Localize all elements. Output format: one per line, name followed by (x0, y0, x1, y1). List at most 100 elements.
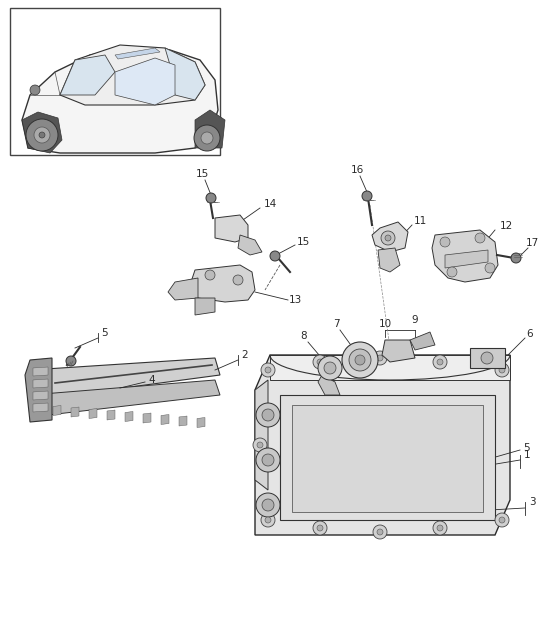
Circle shape (485, 263, 495, 273)
Text: 11: 11 (413, 216, 427, 226)
Circle shape (262, 454, 274, 466)
Circle shape (481, 352, 493, 364)
Circle shape (495, 513, 509, 527)
Circle shape (256, 493, 280, 517)
Polygon shape (35, 404, 43, 414)
Circle shape (34, 127, 50, 143)
Circle shape (324, 362, 336, 374)
Circle shape (30, 85, 40, 95)
Circle shape (265, 367, 271, 373)
Circle shape (194, 125, 220, 151)
Circle shape (373, 525, 387, 539)
Text: 4: 4 (149, 375, 155, 385)
Polygon shape (165, 48, 205, 100)
Polygon shape (318, 375, 340, 395)
Polygon shape (60, 45, 205, 105)
Circle shape (39, 132, 45, 138)
Text: 5: 5 (102, 328, 108, 338)
Polygon shape (53, 406, 61, 416)
Circle shape (437, 359, 443, 365)
Circle shape (66, 356, 76, 366)
Polygon shape (25, 358, 52, 422)
Circle shape (385, 235, 391, 241)
Text: 3: 3 (529, 497, 535, 507)
Polygon shape (125, 411, 133, 421)
Polygon shape (30, 380, 220, 415)
Circle shape (233, 275, 243, 285)
Polygon shape (470, 348, 505, 368)
Text: 12: 12 (499, 221, 513, 231)
Text: 15: 15 (296, 237, 310, 247)
Circle shape (475, 233, 485, 243)
Circle shape (256, 448, 280, 472)
Circle shape (433, 521, 447, 535)
Polygon shape (190, 265, 255, 302)
Polygon shape (161, 414, 169, 425)
Polygon shape (372, 222, 408, 252)
Text: 15: 15 (195, 169, 209, 179)
Circle shape (342, 342, 378, 378)
Circle shape (499, 367, 505, 373)
Circle shape (206, 193, 216, 203)
Circle shape (381, 231, 395, 245)
Circle shape (362, 191, 372, 201)
Text: 16: 16 (350, 165, 364, 175)
Circle shape (377, 355, 383, 361)
Polygon shape (33, 367, 48, 376)
Circle shape (440, 237, 450, 247)
Circle shape (270, 251, 280, 261)
Circle shape (261, 363, 275, 377)
Polygon shape (179, 416, 187, 426)
Circle shape (265, 517, 271, 523)
Polygon shape (445, 250, 488, 268)
Polygon shape (215, 215, 248, 242)
Circle shape (499, 517, 505, 523)
Circle shape (262, 499, 274, 511)
Polygon shape (410, 332, 435, 350)
Circle shape (205, 270, 215, 280)
Polygon shape (382, 340, 415, 362)
Polygon shape (280, 395, 495, 520)
Polygon shape (195, 110, 225, 148)
Text: 13: 13 (288, 295, 301, 305)
Text: 9: 9 (411, 315, 419, 325)
Text: 8: 8 (301, 331, 307, 341)
Polygon shape (60, 55, 115, 95)
Circle shape (495, 363, 509, 377)
Circle shape (349, 349, 371, 371)
Circle shape (355, 355, 365, 365)
Circle shape (256, 403, 280, 427)
Polygon shape (115, 58, 175, 105)
Polygon shape (378, 248, 400, 272)
Circle shape (317, 525, 323, 531)
Polygon shape (107, 410, 115, 420)
Text: 1: 1 (524, 450, 530, 460)
Polygon shape (22, 48, 218, 153)
Circle shape (313, 355, 327, 369)
Polygon shape (115, 48, 160, 59)
Polygon shape (143, 413, 151, 423)
Polygon shape (33, 391, 48, 400)
Bar (10, 8, 220, 155)
Polygon shape (30, 358, 220, 398)
Text: 6: 6 (526, 329, 534, 339)
Polygon shape (292, 405, 483, 512)
Circle shape (313, 521, 327, 535)
Circle shape (257, 442, 263, 448)
Circle shape (26, 119, 58, 151)
Polygon shape (255, 380, 268, 490)
Circle shape (437, 525, 443, 531)
Circle shape (377, 529, 383, 535)
Polygon shape (168, 278, 198, 300)
Circle shape (373, 351, 387, 365)
Text: 7: 7 (332, 319, 340, 329)
Text: 10: 10 (378, 319, 391, 329)
Text: 5: 5 (524, 443, 530, 453)
Circle shape (261, 513, 275, 527)
Polygon shape (33, 379, 48, 388)
Circle shape (318, 356, 342, 380)
Circle shape (317, 359, 323, 365)
Circle shape (201, 132, 213, 144)
Circle shape (253, 438, 267, 452)
Polygon shape (33, 403, 48, 412)
